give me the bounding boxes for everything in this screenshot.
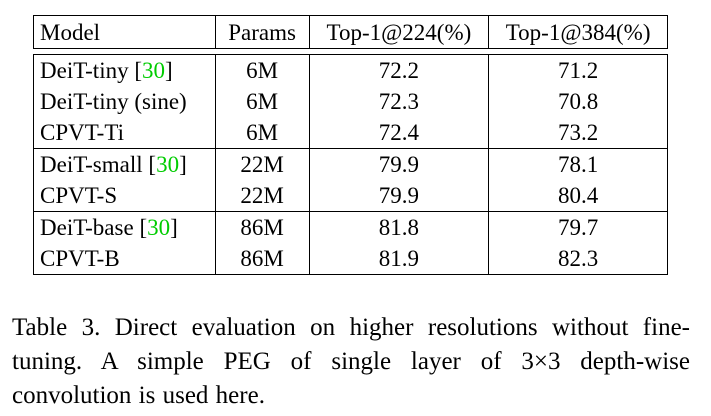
table-row: CPVT-Ti 6M 72.4 73.2 — [33, 117, 668, 149]
header-top1-384: Top-1@384(%) — [488, 15, 668, 49]
results-table-container: Model Params Top-1@224(%) Top-1@384(%) D… — [33, 15, 668, 275]
header-params: Params — [214, 15, 310, 49]
table-caption: Table 3. Direct evaluation on higher res… — [12, 314, 690, 409]
model-name: DeiT-base — [40, 215, 134, 240]
cell-params: 6M — [214, 86, 310, 117]
cell-top1-224: 81.8 — [308, 211, 490, 243]
cell-params: 22M — [214, 180, 310, 212]
cell-top1-384: 78.1 — [488, 148, 668, 180]
cell-model: DeiT-tiny [30] — [33, 54, 216, 86]
cell-top1-224: 79.9 — [308, 180, 490, 212]
cell-top1-224: 79.9 — [308, 148, 490, 180]
cell-top1-224: 81.9 — [308, 243, 490, 275]
cell-model: CPVT-S — [33, 180, 216, 212]
cell-params: 86M — [214, 243, 310, 275]
cell-params: 6M — [214, 54, 310, 86]
citation-link[interactable]: 30 — [156, 152, 180, 177]
cell-model: DeiT-tiny (sine) — [33, 86, 216, 117]
citation-link[interactable]: 30 — [142, 58, 166, 83]
cell-model: CPVT-B — [33, 243, 216, 275]
table-header-row: Model Params Top-1@224(%) Top-1@384(%) — [33, 15, 668, 49]
model-name: CPVT-S — [40, 183, 118, 208]
cell-top1-384: 73.2 — [488, 117, 668, 149]
cell-model: DeiT-base [30] — [33, 211, 216, 243]
cell-model: CPVT-Ti — [33, 117, 216, 149]
model-name: DeiT-small — [40, 152, 143, 177]
cell-top1-384: 70.8 — [488, 86, 668, 117]
table-row: DeiT-tiny [30] 6M 72.2 71.2 — [33, 54, 668, 86]
cell-params: 6M — [214, 117, 310, 149]
cell-top1-224: 72.2 — [308, 54, 490, 86]
model-name: DeiT-tiny (sine) — [40, 89, 187, 114]
cell-model: DeiT-small [30] — [33, 148, 216, 180]
model-name: CPVT-B — [40, 246, 120, 271]
cell-top1-384: 79.7 — [488, 211, 668, 243]
results-table: Model Params Top-1@224(%) Top-1@384(%) D… — [33, 15, 668, 275]
header-model: Model — [33, 15, 216, 49]
table-row: CPVT-S 22M 79.9 80.4 — [33, 180, 668, 212]
cell-top1-384: 71.2 — [488, 54, 668, 86]
cell-top1-224: 72.3 — [308, 86, 490, 117]
cell-params: 22M — [214, 148, 310, 180]
table-row: DeiT-tiny (sine) 6M 72.3 70.8 — [33, 86, 668, 117]
cell-top1-224: 72.4 — [308, 117, 490, 149]
citation-link[interactable]: 30 — [147, 215, 171, 240]
table-row: DeiT-small [30] 22M 79.9 78.1 — [33, 148, 668, 180]
cell-top1-384: 80.4 — [488, 180, 668, 212]
cell-top1-384: 82.3 — [488, 243, 668, 275]
table-body: DeiT-tiny [30] 6M 72.2 71.2 DeiT-tiny (sine)… — [33, 54, 668, 275]
table-row: DeiT-base [30] 86M 81.8 79.7 — [33, 211, 668, 243]
header-top1-224: Top-1@224(%) — [308, 15, 490, 49]
table-row: CPVT-B 86M 81.9 82.3 — [33, 243, 668, 275]
cell-params: 86M — [214, 211, 310, 243]
model-name: DeiT-tiny — [40, 58, 129, 83]
model-name: CPVT-Ti — [40, 120, 124, 145]
